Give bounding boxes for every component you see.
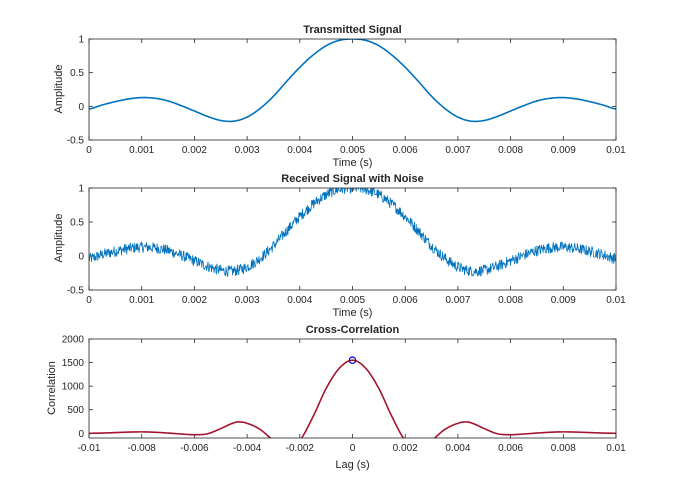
peak-marker <box>348 356 357 365</box>
x-tick-label: 0.001 <box>129 295 154 306</box>
x-tick-label: 0 <box>350 443 356 454</box>
plot-area <box>89 39 616 123</box>
x-tick-label: 0.002 <box>393 443 418 454</box>
x-tick-label: 0.001 <box>129 145 154 156</box>
x-tick-label: 0.007 <box>445 295 470 306</box>
x-axis-label: Time (s) <box>333 157 373 169</box>
chart-title: Cross-Correlation <box>306 324 400 336</box>
y-tick-label: -0.5 <box>67 136 85 147</box>
x-tick-label: 0.004 <box>287 295 312 306</box>
x-tick-label: 0.002 <box>182 295 207 306</box>
x-tick-label: 0.008 <box>498 295 523 306</box>
x-tick-label: -0.004 <box>233 443 262 454</box>
x-axis-label: Lag (s) <box>335 459 369 471</box>
y-axis-label: Correlation <box>46 361 58 415</box>
y-tick-label: 1 <box>78 184 84 195</box>
axes-frame <box>88 338 617 439</box>
x-tick-label: 0.01 <box>606 145 626 156</box>
cross-correlation-panel: Cross-Correlation Lag (s) Correlation -0… <box>46 324 626 471</box>
x-tick-label: 0.005 <box>340 145 365 156</box>
axes-frame <box>88 187 617 291</box>
x-tick-label: 0.004 <box>287 145 312 156</box>
y-tick-label: -0.5 <box>67 286 85 297</box>
x-tick-label: 0.007 <box>445 145 470 156</box>
x-tick-label: 0.004 <box>445 443 470 454</box>
x-tick-label: 0 <box>86 145 92 156</box>
x-tick-label: -0.006 <box>180 443 209 454</box>
y-tick-label: 500 <box>67 405 84 416</box>
plot-area <box>89 359 616 438</box>
x-axis-label: Time (s) <box>333 307 373 319</box>
x-tick-label: 0.006 <box>498 443 523 454</box>
x-tick-label: -0.01 <box>78 443 101 454</box>
x-tick-label: 0.01 <box>606 295 626 306</box>
chart-title: Received Signal with Noise <box>281 173 423 185</box>
y-tick-label: 1500 <box>62 358 85 369</box>
plot-area <box>89 188 616 277</box>
transmitted-signal-panel: Transmitted Signal Time (s) Amplitude 0 0… <box>53 24 626 169</box>
x-tick-label: 0.005 <box>340 295 365 306</box>
x-tick-label: 0.008 <box>498 145 523 156</box>
series-line <box>89 188 616 277</box>
series-line <box>89 359 616 438</box>
series-line <box>89 39 616 123</box>
y-tick-label: 0 <box>78 252 84 263</box>
y-tick-label: 0.5 <box>70 218 84 229</box>
axes-frame <box>88 38 617 141</box>
y-axis-label: Amplitude <box>53 65 65 114</box>
x-tick-label: 0.01 <box>606 443 626 454</box>
x-tick-label: -0.008 <box>128 443 157 454</box>
x-tick-label: 0.003 <box>235 145 260 156</box>
x-tick-label: -0.002 <box>286 443 315 454</box>
y-tick-label: 0.5 <box>70 68 84 79</box>
x-tick-label: 0.009 <box>551 295 576 306</box>
x-tick-label: 0.002 <box>182 145 207 156</box>
x-tick-label: 0.006 <box>393 295 418 306</box>
y-axis-label: Amplitude <box>53 214 65 263</box>
y-tick-label: 0 <box>78 102 84 113</box>
x-tick-label: 0.006 <box>393 145 418 156</box>
x-tick-label: 0.003 <box>235 295 260 306</box>
y-tick-label: 1000 <box>62 382 85 393</box>
y-tick-label: 0 <box>78 429 84 440</box>
x-tick-label: 0.008 <box>551 443 576 454</box>
y-tick-label: 1 <box>78 35 84 46</box>
chart-title: Transmitted Signal <box>303 24 401 36</box>
received-signal-panel: Received Signal with Noise Time (s) Ampl… <box>53 173 626 319</box>
x-tick-label: 0.009 <box>551 145 576 156</box>
x-tick-label: 0 <box>86 295 92 306</box>
y-tick-label: 2000 <box>62 335 85 346</box>
